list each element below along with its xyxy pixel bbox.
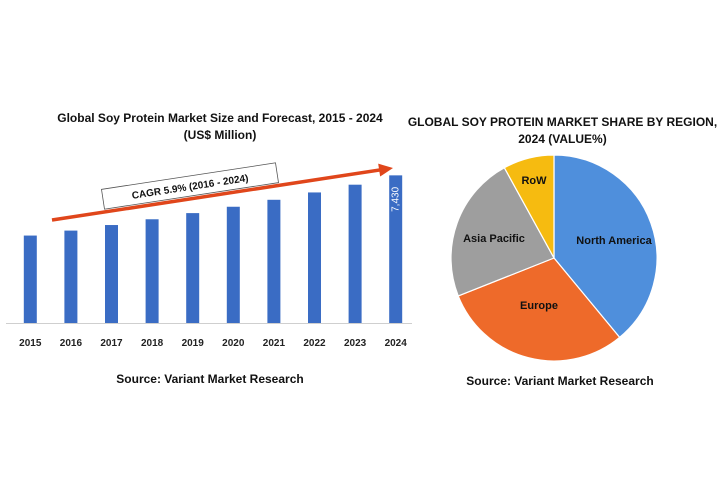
bar-2020 [226,206,240,323]
pie-slice-europe [457,257,621,362]
x-tick-label: 2015 [19,338,42,349]
pie-chart: North America Europe Asia Pacific RoW [450,154,658,362]
cagr-annotation-box [101,162,279,210]
bar-chart-subtitle: (US$ Million) [183,128,257,142]
bar-chart-title: Global Soy Protein Market Size and Forec… [57,111,383,125]
cagr-arrow-line [51,167,386,222]
pie-slice-asia-pacific [450,166,555,297]
bar-2018 [145,219,159,323]
bar-2022 [308,192,321,323]
x-tick-label: 2016 [60,338,83,349]
bar-chart-source: Source: Variant Market Research [116,372,304,386]
x-tick-label: 2020 [222,338,245,349]
cagr-annotation: CAGR 5.9% (2016 - 2024) [101,162,279,210]
pie-chart-title-line2: 2024 (VALUE%) [518,132,607,146]
pie-slice-north-america [553,154,658,339]
x-tick-label: 2023 [344,338,367,349]
cagr-arrow-head [378,163,393,177]
bar-chart: CAGR 5.9% (2016 - 2024) 2015 2016 2017 2018 2… [6,162,412,349]
pie-label-row: RoW [521,175,547,187]
x-tick-label: 2021 [263,338,286,349]
bar-2017 [105,225,118,323]
bar-data-label: 7,430 [391,186,402,211]
pie-label-asia-pacific: Asia Pacific [463,233,525,245]
x-tick-label: 2017 [100,338,123,349]
pie-chart-title-line1: GLOBAL SOY PROTEIN MARKET SHARE BY REGIO… [407,115,718,129]
bar-2021 [267,199,281,323]
bar-2019 [186,213,200,323]
pie-slice-row [503,154,555,259]
pie-label-europe: Europe [520,300,558,312]
pie-label-north-america: North America [576,235,652,247]
x-tick-label: 2024 [385,338,408,349]
bar-2016 [64,230,78,323]
x-tick-label: 2022 [303,338,326,349]
x-tick-label: 2019 [182,338,205,349]
bar-2015 [23,235,37,323]
bar-2024 [389,175,403,323]
bar-2023 [348,184,362,323]
x-tick-label: 2018 [141,338,164,349]
pie-chart-source: Source: Variant Market Research [466,374,654,388]
